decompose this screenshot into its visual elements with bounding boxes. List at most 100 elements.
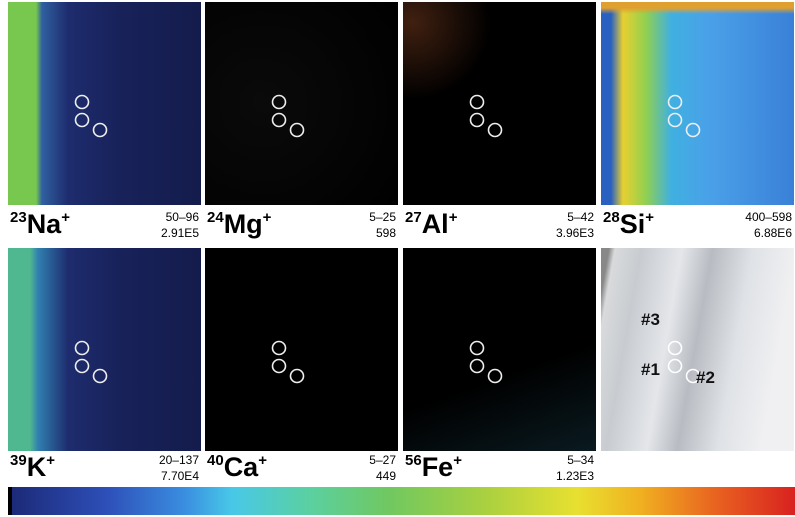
isotope: 39K+	[10, 452, 55, 483]
site-label: #1	[641, 360, 660, 380]
total-counts: 1.23E3	[556, 468, 594, 484]
count-range: 5–34	[556, 452, 594, 468]
total-counts: 2.91E5	[161, 225, 199, 241]
roi-circle	[291, 370, 304, 383]
roi-markers	[403, 248, 596, 451]
roi-markers	[8, 2, 201, 205]
figure: 23Na+50–962.91E524Mg+5–2559827Al+5–423.9…	[0, 0, 795, 517]
count-range: 20–137	[159, 452, 199, 468]
roi-markers	[403, 2, 596, 205]
mass-number: 28	[603, 209, 620, 226]
charge: +	[46, 452, 55, 469]
roi-circle	[669, 342, 682, 355]
roi-circle	[471, 360, 484, 373]
roi-circle	[669, 96, 682, 109]
count-range: 5–27	[369, 452, 396, 468]
total-counts: 7.70E4	[159, 468, 199, 484]
roi-circle	[489, 370, 502, 383]
roi-circle	[471, 114, 484, 127]
roi-markers	[205, 2, 398, 205]
isotope: 40Ca+	[207, 452, 267, 483]
roi-circle	[76, 360, 89, 373]
roi-circle	[687, 124, 700, 137]
roi-circle	[471, 96, 484, 109]
total-counts: 449	[369, 468, 396, 484]
mass-number: 23	[10, 209, 27, 226]
charge: +	[258, 452, 267, 469]
element: Na	[27, 209, 62, 239]
ion-image	[8, 248, 201, 451]
element: Mg	[224, 209, 263, 239]
roi-circle	[273, 360, 286, 373]
total-counts: 598	[369, 225, 396, 241]
roi-circle	[94, 124, 107, 137]
isotope: 27Al+	[405, 209, 457, 240]
roi-markers	[8, 248, 201, 451]
total-counts: 3.96E3	[556, 225, 594, 241]
roi-circle	[273, 342, 286, 355]
roi-circle	[471, 342, 484, 355]
roi-circle	[291, 124, 304, 137]
element: Ca	[224, 452, 259, 482]
roi-circle	[76, 342, 89, 355]
isotope: 23Na+	[10, 209, 70, 240]
element: Si	[620, 209, 646, 239]
site-label: #2	[696, 368, 715, 388]
isotope: 28Si+	[603, 209, 654, 240]
isotope: 56Fe+	[405, 452, 462, 483]
count-range: 5–25	[369, 209, 396, 225]
ion-image	[8, 2, 201, 205]
color-scale	[8, 487, 795, 515]
roi-circle	[94, 370, 107, 383]
roi-circle	[76, 96, 89, 109]
roi-circle	[273, 96, 286, 109]
mass-number: 40	[207, 452, 224, 469]
ion-image	[601, 2, 794, 205]
total-counts: 6.88E6	[745, 225, 792, 241]
roi-markers	[601, 2, 794, 205]
element: Fe	[422, 452, 454, 482]
charge: +	[61, 209, 70, 226]
isotope: 24Mg+	[207, 209, 271, 240]
count-range: 50–96	[161, 209, 199, 225]
mass-number: 27	[405, 209, 422, 226]
roi-markers	[205, 248, 398, 451]
count-range: 400–598	[745, 209, 792, 225]
roi-circle	[669, 360, 682, 373]
element: K	[27, 452, 47, 482]
site-label: #3	[641, 310, 660, 330]
charge: +	[645, 209, 654, 226]
charge: +	[453, 452, 462, 469]
optical-image: #3 #1 #2	[601, 248, 794, 451]
element: Al	[422, 209, 449, 239]
roi-circle	[489, 124, 502, 137]
roi-circle	[76, 114, 89, 127]
mass-number: 24	[207, 209, 224, 226]
count-range: 5–42	[556, 209, 594, 225]
ion-image	[205, 2, 398, 205]
ion-image	[403, 2, 596, 205]
charge: +	[263, 209, 272, 226]
mass-number: 39	[10, 452, 27, 469]
ion-image	[403, 248, 596, 451]
ion-image	[205, 248, 398, 451]
roi-circle	[669, 114, 682, 127]
roi-markers	[601, 248, 794, 451]
mass-number: 56	[405, 452, 422, 469]
roi-circle	[273, 114, 286, 127]
charge: +	[449, 209, 458, 226]
